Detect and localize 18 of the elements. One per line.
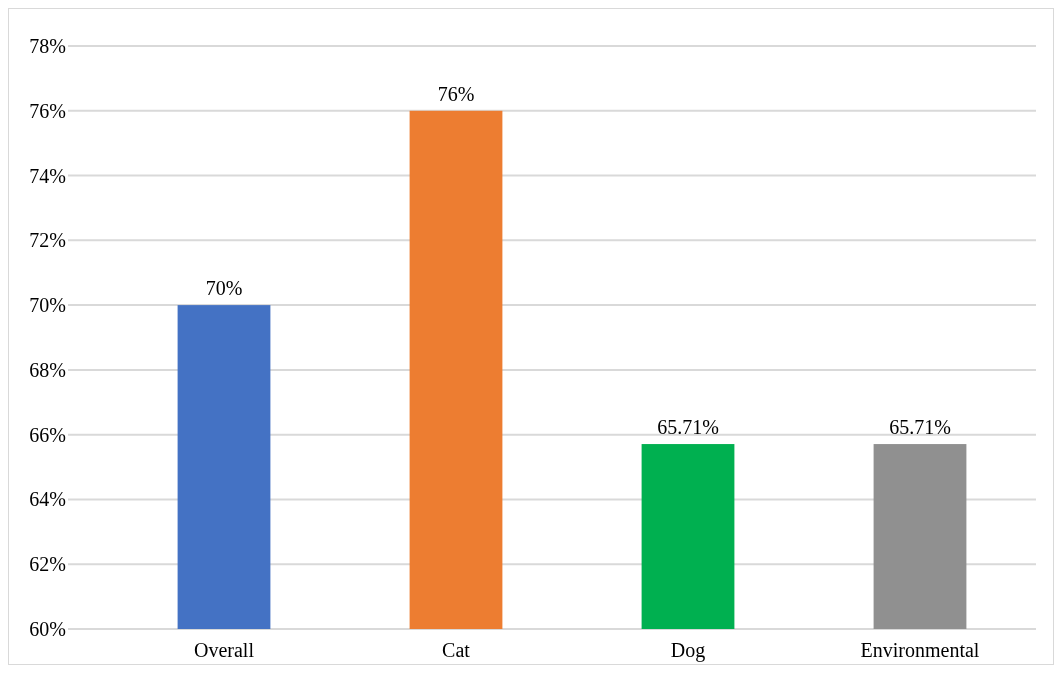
y-tick-label: 60% bbox=[29, 618, 66, 640]
y-tick-label: 66% bbox=[29, 423, 66, 446]
y-tick-label: 78% bbox=[29, 35, 66, 57]
data-label: 65.71% bbox=[889, 416, 951, 439]
data-label: 76% bbox=[437, 82, 475, 105]
x-tick-label: Overall bbox=[194, 639, 255, 661]
y-tick-label: 70% bbox=[29, 294, 66, 317]
data-label: 70% bbox=[205, 277, 243, 300]
y-tick-label: 74% bbox=[29, 164, 66, 187]
y-tick-label: 68% bbox=[29, 358, 66, 381]
x-tick-label: Environmental bbox=[860, 639, 980, 661]
y-tick-label: 64% bbox=[29, 488, 66, 511]
data-label: 65.71% bbox=[657, 416, 719, 439]
y-tick-label: 72% bbox=[29, 229, 66, 252]
y-tick-label: 76% bbox=[29, 99, 66, 122]
x-tick-label: Dog bbox=[670, 639, 706, 662]
y-tick-label: 62% bbox=[29, 553, 66, 576]
x-tick-label: Cat bbox=[442, 639, 471, 661]
